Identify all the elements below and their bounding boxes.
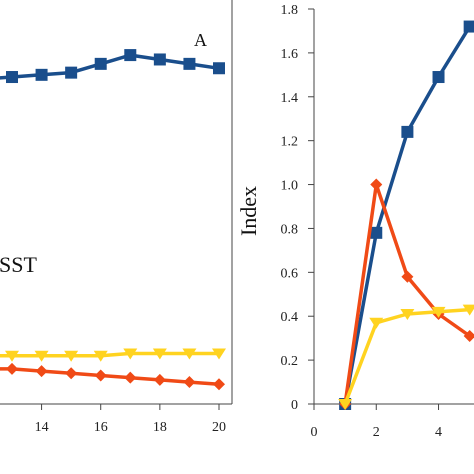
x-tick-label: 16 bbox=[94, 420, 108, 435]
series-3-point bbox=[94, 369, 107, 382]
series-3-point bbox=[400, 309, 415, 321]
panel-text-fragment: SST bbox=[0, 252, 37, 277]
x-tick-label: 18 bbox=[153, 420, 167, 435]
series-3-point bbox=[124, 371, 137, 384]
y-tick-label: 0.8 bbox=[281, 222, 299, 237]
series-3-point bbox=[369, 317, 384, 329]
left-panel: 14 16 18 20 A SST bbox=[0, 0, 233, 435]
x-tick-label: 20 bbox=[212, 420, 226, 435]
y-tick-label: 1.6 bbox=[281, 47, 299, 62]
series-1-point bbox=[370, 226, 383, 239]
left-x-ticks: 14 16 18 20 bbox=[35, 404, 226, 435]
series-2-point bbox=[370, 178, 383, 191]
series-2-point bbox=[34, 350, 49, 362]
series-1-point bbox=[35, 68, 48, 81]
series-1-point bbox=[6, 71, 18, 84]
series-2-point bbox=[401, 270, 414, 283]
series-1-point bbox=[124, 49, 137, 62]
right-series bbox=[338, 20, 474, 410]
series-1-point bbox=[401, 125, 414, 138]
y-tick-label: 1.2 bbox=[281, 135, 299, 150]
panel-label: A bbox=[194, 30, 207, 50]
series-3-point bbox=[65, 367, 78, 380]
series-1-point bbox=[213, 62, 225, 75]
series-1-line bbox=[343, 25, 472, 405]
series-2-point bbox=[182, 348, 197, 360]
left-series bbox=[0, 49, 226, 391]
series-1-point bbox=[463, 20, 474, 33]
series-3-point bbox=[6, 362, 18, 375]
series-2-point bbox=[212, 348, 226, 360]
y-tick-label: 0.6 bbox=[281, 266, 299, 281]
x-tick-label: 14 bbox=[35, 420, 49, 435]
y-tick-label: 0.2 bbox=[281, 354, 299, 369]
series-1-point bbox=[153, 53, 166, 66]
series-3-point bbox=[213, 378, 225, 391]
right-y-ticks: 0 0.2 0.4 0.6 0.8 1.0 1.2 1.4 1.6 1.8 bbox=[281, 3, 314, 413]
x-tick-label: 0 bbox=[311, 425, 318, 440]
series-1-point bbox=[183, 57, 196, 70]
y-tick-label: 1.8 bbox=[281, 3, 299, 18]
series-2-point bbox=[123, 348, 138, 360]
series-2-point bbox=[64, 350, 79, 362]
series-2-point bbox=[152, 348, 167, 360]
series-2-point bbox=[93, 350, 108, 362]
y-tick-label: 1.0 bbox=[281, 179, 299, 194]
right-x-ticks: 0 2 4 bbox=[311, 404, 442, 440]
x-tick-label: 4 bbox=[435, 425, 442, 440]
series-3-point bbox=[35, 365, 48, 378]
series-1-point bbox=[94, 57, 107, 70]
y-tick-label: 0.4 bbox=[281, 310, 299, 325]
x-tick-label: 2 bbox=[373, 425, 380, 440]
y-axis-title: Index bbox=[236, 186, 261, 236]
series-2-point bbox=[5, 350, 19, 362]
series-3-point bbox=[153, 373, 166, 386]
series-3-point bbox=[183, 376, 196, 389]
series-1-point bbox=[65, 66, 78, 79]
y-tick-label: 0 bbox=[291, 398, 298, 413]
series-2-point bbox=[463, 329, 474, 342]
series-3-point bbox=[462, 304, 474, 316]
series-1-point bbox=[432, 71, 445, 84]
series-3-point bbox=[431, 306, 446, 318]
right-panel: 0 0.2 0.4 0.6 0.8 1.0 1.2 1.4 1.6 1.8 0 2 4 Index bbox=[236, 3, 474, 440]
y-tick-label: 1.4 bbox=[281, 91, 299, 106]
series-3-point bbox=[338, 399, 353, 410]
